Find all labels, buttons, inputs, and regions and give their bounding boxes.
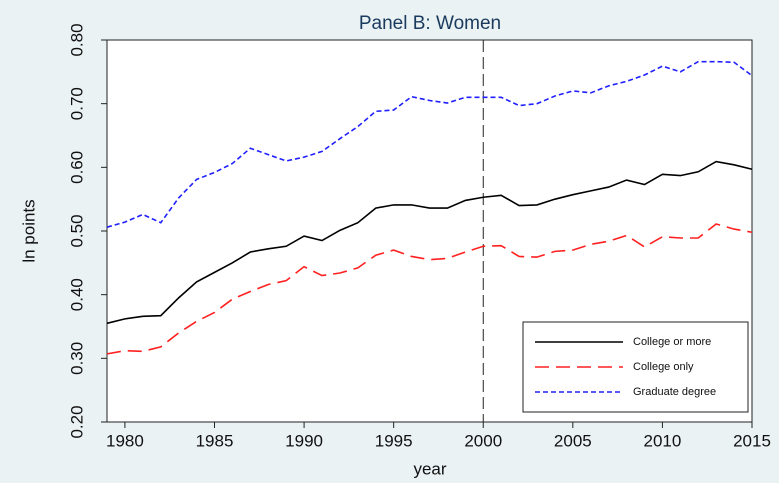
y-tick-label: 0.30 bbox=[67, 342, 86, 375]
y-tick-label: 0.70 bbox=[67, 87, 86, 120]
series-line bbox=[106, 223, 753, 355]
x-tick-label: 2000 bbox=[464, 431, 502, 450]
x-tick-label: 2015 bbox=[733, 431, 771, 450]
x-axis-label: year bbox=[413, 459, 446, 478]
y-tick-label: 0.50 bbox=[67, 214, 86, 247]
y-tick-label: 0.40 bbox=[67, 278, 86, 311]
x-tick-label: 2005 bbox=[554, 431, 592, 450]
series-line bbox=[106, 160, 753, 325]
x-tick-label: 1995 bbox=[375, 431, 413, 450]
y-tick-label: 0.60 bbox=[67, 151, 86, 184]
legend-label: College or more bbox=[633, 336, 711, 348]
chart-title: Panel B: Women bbox=[359, 13, 501, 34]
y-tick-label: 0.80 bbox=[67, 23, 86, 56]
x-tick-label: 1985 bbox=[196, 431, 234, 450]
series-line bbox=[106, 60, 753, 228]
legend-label: Graduate degree bbox=[633, 386, 716, 398]
x-tick-label: 2010 bbox=[644, 431, 682, 450]
x-tick-label: 1990 bbox=[285, 431, 323, 450]
y-tick-label: 0.20 bbox=[67, 405, 86, 438]
y-axis-label: ln points bbox=[19, 199, 38, 262]
legend-label: College only bbox=[633, 361, 694, 373]
x-tick-label: 1980 bbox=[106, 431, 144, 450]
